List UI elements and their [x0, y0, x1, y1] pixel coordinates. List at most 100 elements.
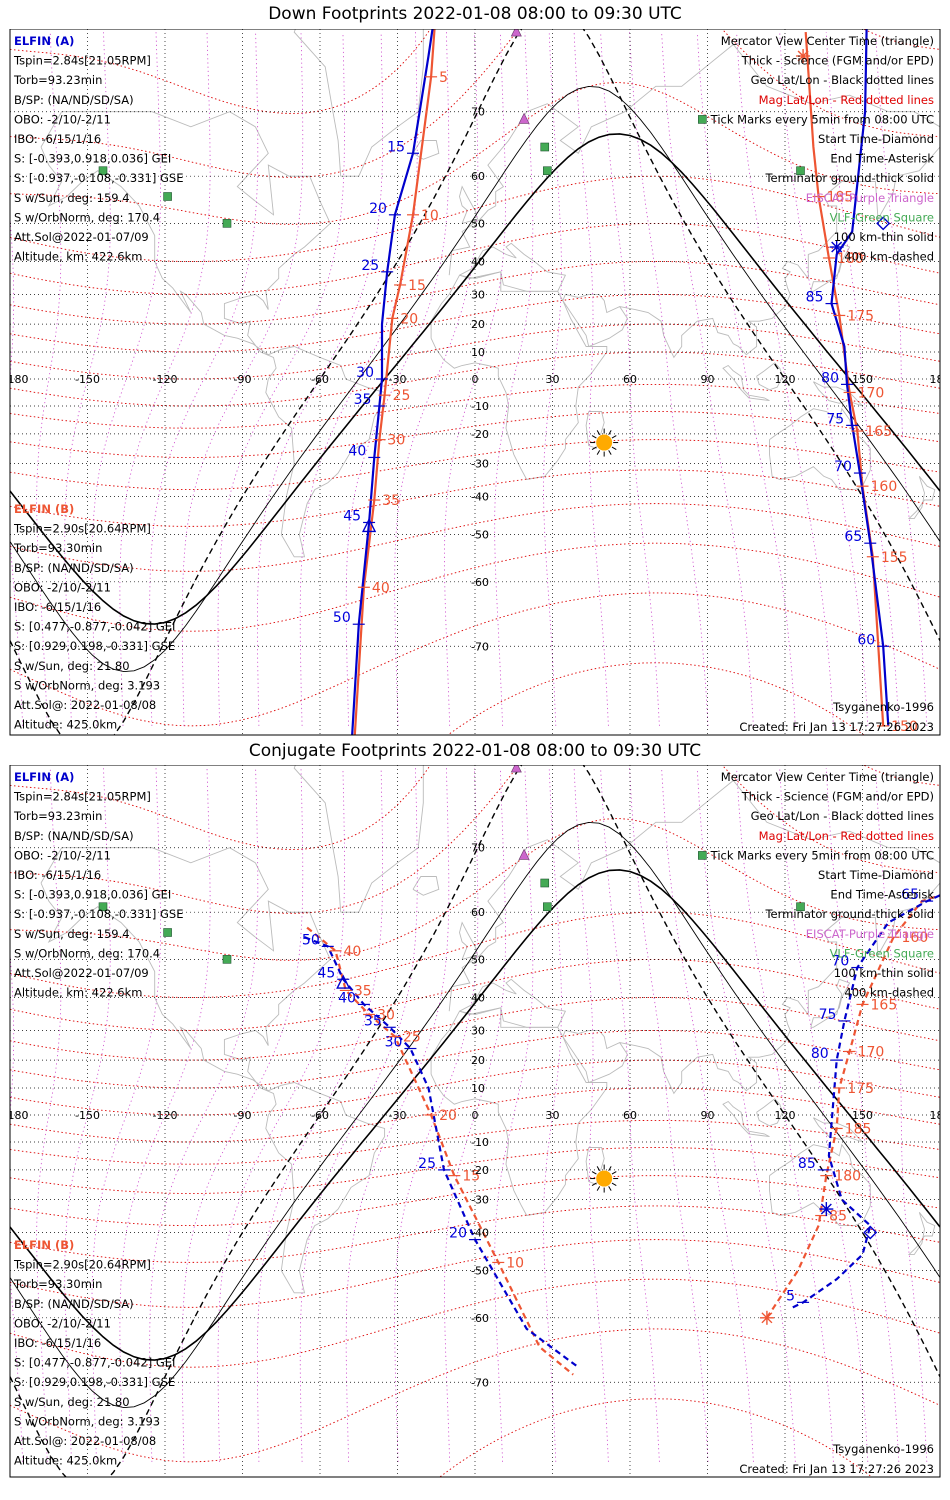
- legend-line-8: Terminator ground-thick solid: [764, 171, 934, 185]
- elfin-b-track: [306, 926, 574, 1376]
- elfin-b-tick-label: 160: [902, 930, 929, 946]
- lat-tick-label: 40: [471, 256, 485, 269]
- mag-lon-line: [736, 768, 834, 1462]
- elfin-a-track: [304, 936, 579, 1369]
- mag-lon-line: [64, 768, 111, 1462]
- elfin-a-s-gei: S: [-0.393,0.918,0.036] GEI: [14, 888, 171, 902]
- elfin-b-obo: OBO: -2/10/-2/11: [14, 1316, 111, 1330]
- vlf-square: [222, 955, 232, 964]
- elfin-b-s-sun: S w/Sun, deg: 21.80: [14, 1395, 130, 1409]
- lat-tick-label: -30: [471, 458, 489, 471]
- lat-tick-label: -50: [471, 529, 489, 542]
- lat-tick-label: 40: [471, 992, 485, 1005]
- coastline: [562, 293, 628, 348]
- elfin-a-tick-label: 5: [786, 1288, 795, 1304]
- lat-tick-label: -20: [471, 1164, 489, 1177]
- end-time-asterisk: [829, 240, 844, 255]
- elfin-a-track: [351, 29, 434, 735]
- elfin-b-tick-label: 20: [439, 1108, 457, 1124]
- elfin-a-attsol: Att.Sol@2022-01-07/09: [14, 230, 149, 244]
- coastline: [585, 411, 605, 449]
- lon-tick-label: -60: [311, 373, 329, 386]
- center-time-triangle: [361, 517, 377, 533]
- map-area: 15 20 25 30 35 40 45 50 85 80 75 70 65 60 5 10 15 20 25 30 3…: [10, 29, 950, 735]
- coastline: [448, 779, 940, 1012]
- elfin-b-alt: Altitude: 425.0km: [14, 718, 117, 732]
- elfin-a-tick-label: 60: [857, 632, 875, 648]
- vlf-square: [698, 115, 707, 124]
- legend-line-3: Geo Lat/Lon - Black dotted lines: [751, 73, 934, 87]
- vlf-square: [796, 902, 805, 912]
- lon-tick-label: 180: [930, 373, 950, 386]
- elfin-a-s-gse: S: [-0.937,-0.108,-0.331] GSE: [14, 171, 183, 185]
- elfin-b-ibo: IBO: -6/15/1/16: [14, 1336, 101, 1350]
- coastline: [562, 1029, 628, 1084]
- elfin-b-tick-label: 85: [829, 1209, 847, 1225]
- created-label: Created: Fri Jan 13 17:27:26 2023: [739, 720, 934, 734]
- elfin-a-tick-label: 40: [338, 990, 356, 1006]
- coastline: [293, 765, 424, 913]
- elfin-a-torb: Torb=93.23min: [13, 73, 102, 87]
- lat-tick-label: 20: [471, 1054, 485, 1067]
- elfin-a-name: ELFIN (A): [14, 34, 74, 48]
- elfin-a-obo: OBO: -2/10/-2/11: [14, 112, 111, 126]
- elfin-a-track-2: [792, 894, 940, 1309]
- legend-line-6: Start Time-Diamond: [818, 868, 934, 882]
- lat-tick-label: -10: [471, 400, 489, 413]
- eiscat-triangle: [510, 29, 522, 37]
- elfin-a-tick-label: 45: [317, 965, 335, 981]
- lon-tick-label: -150: [75, 373, 100, 386]
- elfin-a-tick-label: 75: [819, 1007, 837, 1023]
- elfin-a-tick-label: 80: [821, 370, 839, 386]
- coastline: [722, 1100, 770, 1138]
- elfin-b-tick-label: 40: [344, 944, 362, 960]
- mag-lon-line: [119, 768, 211, 1462]
- coastline: [585, 1147, 605, 1185]
- elfin-a-tspin: Tspin=2.84s[21.05RPM]: [13, 54, 151, 68]
- elfin-a-tick-label: 35: [354, 392, 372, 408]
- legend-line-7: End Time-Asterisk: [830, 152, 934, 166]
- legend-line-2: Thick - Science (FGM and/or EPD): [741, 790, 934, 804]
- mag-lat-line: [10, 765, 940, 914]
- lon-tick-label: 90: [701, 373, 715, 386]
- elfin-a-torb: Torb=93.23min: [13, 809, 102, 823]
- elfin-b-track: [353, 29, 436, 735]
- elfin-a-tick-label: 20: [449, 1226, 467, 1242]
- elfin-b-ibo: IBO: -6/15/1/16: [14, 600, 101, 614]
- mag-lat-line: [10, 1059, 940, 1116]
- legend-line-11: 100 km-thin solid: [834, 230, 934, 244]
- elfin-a-tspin: Tspin=2.84s[21.05RPM]: [13, 790, 151, 804]
- center-time-triangle: [336, 974, 351, 989]
- mag-lon-line: [543, 32, 562, 726]
- elfin-a-tick-label: 70: [834, 459, 852, 475]
- elfin-a-tick-label: 85: [798, 1156, 816, 1172]
- elfin-a-track-2: [830, 29, 890, 726]
- elfin-b-bsp: B/SP: (NA/ND/SD/SA): [14, 1297, 134, 1311]
- elfin-a-s-orb: S w/OrbNorm, deg: 170.4: [14, 210, 160, 224]
- mag-lon-line: [875, 768, 928, 1462]
- legend-line-3: Geo Lat/Lon - Black dotted lines: [751, 809, 934, 823]
- mag-lon-line: [629, 32, 709, 726]
- coastline: [430, 1007, 608, 1216]
- mag-lat-line: [10, 503, 940, 572]
- elfin-a-alt: Altitude, km: 422.6km: [14, 986, 142, 1000]
- elfin-a-tick-label: 65: [901, 887, 919, 903]
- vlf-square: [540, 142, 550, 152]
- elfin-a-tick-label: 50: [333, 610, 351, 626]
- coastline: [769, 407, 871, 491]
- elfin-b-tick-label: 40: [372, 580, 390, 596]
- elfin-b-attsol: Att.Sol@: 2022-01-08/08: [14, 698, 156, 712]
- legend-line-7: End Time-Asterisk: [830, 888, 934, 902]
- elfin-b-s-orb: S w/OrbNorm, deg: 3.193: [14, 678, 160, 692]
- elfin-a-tick-label: 15: [387, 139, 405, 155]
- mag-lat-line: [10, 542, 940, 632]
- coastline: [412, 140, 440, 160]
- legend-line-1: Mercator View Center Time (triangle): [721, 770, 934, 784]
- legend-line-10: VLF-Green Square: [830, 210, 934, 224]
- elfin-b-tick-label: 185: [845, 1121, 872, 1137]
- mag-lon-line: [394, 32, 479, 726]
- elfin-b-tick-label: 165: [871, 997, 898, 1013]
- mag-lat-line: [10, 997, 940, 1061]
- lat-tick-label: -40: [471, 490, 489, 503]
- lat-tick-label: 60: [471, 906, 485, 919]
